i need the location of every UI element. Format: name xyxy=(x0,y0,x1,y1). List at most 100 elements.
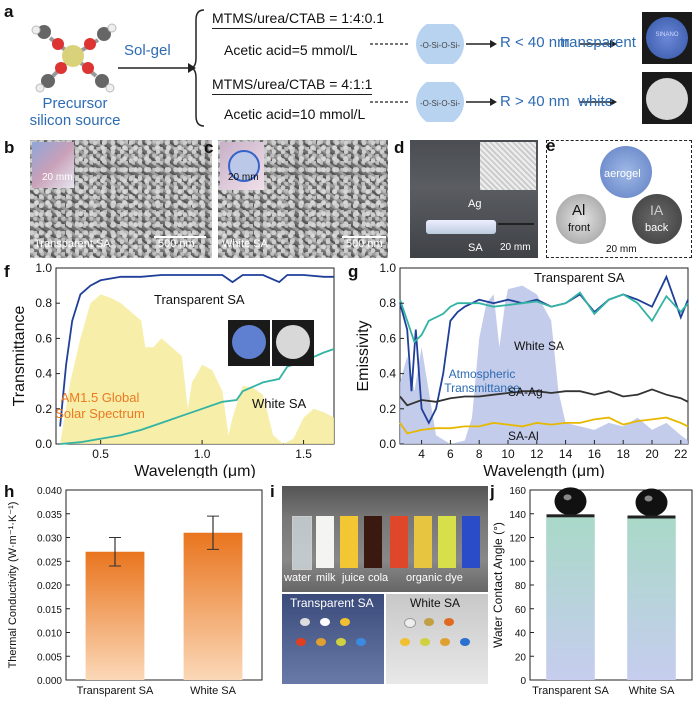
x-tick-label: 4 xyxy=(418,447,425,461)
chart-g: 4 6 8 10 12 14 16 18 20 22 0.0 0.2 0.4 0.6 0.8 1.0 Wavel… xyxy=(355,262,689,478)
legend-white-sa: White SA xyxy=(252,396,307,411)
bar-0 xyxy=(546,517,595,680)
route1-result: transparent xyxy=(560,34,636,51)
inset-photo-b xyxy=(32,142,74,188)
sol-gel-arrow xyxy=(118,63,196,73)
y-tick-label: 0.4 xyxy=(379,367,396,381)
x-tick-label: 14 xyxy=(559,447,573,461)
y-tick-label: 140 xyxy=(509,510,526,521)
chart-h: Transparent SA White SA 0.000 0.005 0.010 0.0… xyxy=(7,486,263,697)
inset-photo-c xyxy=(220,142,264,190)
brace xyxy=(189,9,205,127)
y-tick-label: 0.6 xyxy=(379,331,396,345)
e-scale: 20 mm xyxy=(606,244,637,255)
caption-b: Transparent SA xyxy=(34,238,111,250)
panel-j-label: j xyxy=(490,482,495,501)
y-tick-label: 0.4 xyxy=(35,367,52,381)
route1-flow: -O-Si-O-Si- xyxy=(370,24,617,64)
liquid-cola: cola xyxy=(368,572,389,584)
water-droplet-0 xyxy=(554,487,587,516)
y-tick-label: 0.000 xyxy=(37,676,62,687)
x-axis-label: Wavelength (μm) xyxy=(134,463,256,478)
e-back: back xyxy=(645,222,669,234)
scalebar-b xyxy=(154,236,206,238)
ag-photo xyxy=(410,140,538,258)
y-tick-label: 1.0 xyxy=(35,262,52,275)
y-axis-label: Transmittance xyxy=(11,306,28,407)
y-tick-label: 60 xyxy=(515,605,527,616)
inset-scale-b: 20 mm xyxy=(42,172,73,183)
scale-c: 500 nm xyxy=(346,238,383,250)
liquids-photo xyxy=(282,486,488,592)
legend-am15: AM1.5 Global xyxy=(61,390,140,405)
panel-g-label: g xyxy=(348,262,359,281)
sem-white xyxy=(218,140,388,258)
droplet-substrate-1 xyxy=(627,515,676,519)
back-disc xyxy=(632,194,682,244)
y-axis-label: Water Contact Angle (°) xyxy=(491,522,505,648)
y-tick-label: 0 xyxy=(520,676,526,687)
panel-a-label: a xyxy=(4,2,14,21)
inset-scale-c: 20 mm xyxy=(228,172,259,183)
svg-text:-O-Si-O-Si-: -O-Si-O-Si- xyxy=(420,41,460,50)
series-line-3 xyxy=(399,388,689,407)
annot-sa-al: SA-Al xyxy=(508,429,539,443)
x-tick-label: 18 xyxy=(617,447,631,461)
i-right-caption: White SA xyxy=(410,596,461,610)
y-tick-label: 0.015 xyxy=(37,605,62,616)
e-aerogel: aerogel xyxy=(604,168,641,180)
route1-recipe: MTMS/urea/CTAB = 1:4:0.1 xyxy=(212,10,385,26)
panel-c-label: c xyxy=(204,138,214,157)
y-tick-label: 160 xyxy=(509,486,526,497)
y-tick-label: 0.020 xyxy=(37,581,62,592)
svg-text:-O-Si-O-Si-: -O-Si-O-Si- xyxy=(420,99,460,108)
f-inset-transparent xyxy=(228,320,270,366)
annot-atmospheric: Atmospheric xyxy=(449,367,516,381)
x-tick-label: 0.5 xyxy=(92,447,109,461)
sem-transparent xyxy=(30,140,212,258)
y-tick-label: 0.040 xyxy=(37,486,62,497)
route1-acid: Acetic acid=5 mmol/L xyxy=(224,42,358,58)
x-category-label: White SA xyxy=(190,685,237,697)
legend-solar-spectrum: Solar Spectrum xyxy=(55,406,145,421)
panel-e-frame xyxy=(546,140,692,258)
bar-0 xyxy=(85,551,145,680)
panel-d-label: d xyxy=(394,138,405,157)
annot-transmittance: Transmittance xyxy=(444,381,520,395)
e-front: front xyxy=(568,222,591,234)
y-tick-label: 40 xyxy=(515,629,527,640)
x-tick-label: 22 xyxy=(674,447,688,461)
liquid-juice: juice xyxy=(342,572,365,584)
sample-text: SINANO xyxy=(655,32,679,38)
annot-sa-ag: SA-Ag xyxy=(508,385,543,399)
panel-b-label: b xyxy=(4,138,15,157)
panel-i-label: i xyxy=(270,482,275,501)
e-ia: IA xyxy=(650,202,664,218)
route2-size: R > 40 nm xyxy=(500,93,570,110)
y-tick-label: 0.030 xyxy=(37,534,62,545)
y-axis-label: Thermal Conductivity (W·m⁻¹·K⁻¹) xyxy=(7,502,19,669)
x-tick-label: 8 xyxy=(476,447,483,461)
series-line-0 xyxy=(59,274,334,427)
y-tick-label: 0.8 xyxy=(35,296,52,310)
droplet-highlight-1 xyxy=(644,495,653,502)
y-tick-label: 0.2 xyxy=(379,402,396,416)
x-tick-label: 10 xyxy=(501,447,515,461)
panel-e-label: e xyxy=(546,136,556,155)
route2-recipe: MTMS/urea/CTAB = 4:1:1 xyxy=(212,76,373,92)
annot-transparent-sa: Transparent SA xyxy=(534,270,625,285)
route2-result: white xyxy=(578,93,614,110)
panel-h-label: h xyxy=(4,482,15,501)
series-line-4 xyxy=(399,416,689,435)
chart-f: 0.5 1.0 1.5 0.0 0.2 0.4 0.6 0.8 1.0 Wavelength (μ… xyxy=(11,262,335,478)
liquid-milk: milk xyxy=(316,572,336,584)
y-tick-label: 120 xyxy=(509,534,526,545)
chart-j: Transparent SA White SA 0 20 40 60 80 100 120 140… xyxy=(491,486,693,697)
x-tick-label: 20 xyxy=(645,447,659,461)
sol-gel-label: Sol-gel xyxy=(124,42,171,59)
x-axis-label: Wavelength (μm) xyxy=(483,463,605,478)
series-area-2 xyxy=(60,294,334,444)
droplet-highlight-0 xyxy=(563,494,572,501)
liquid-dye: organic dye xyxy=(406,572,463,584)
x-tick-label: 16 xyxy=(588,447,602,461)
